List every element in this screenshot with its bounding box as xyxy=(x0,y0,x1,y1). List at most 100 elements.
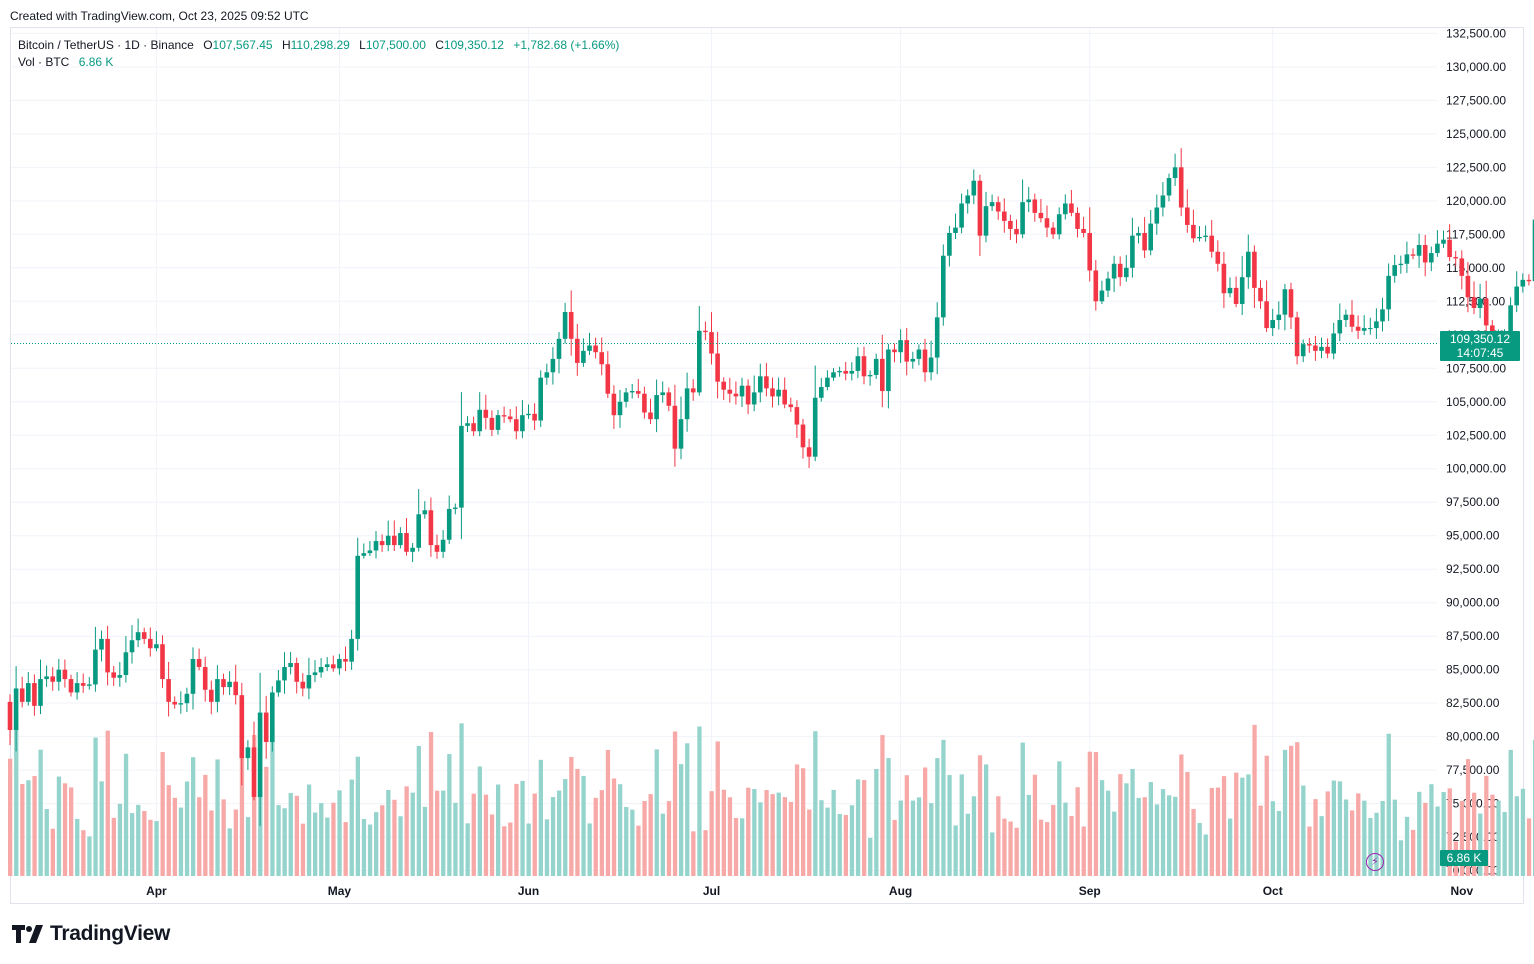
legend-volume-label[interactable]: Vol · BTC xyxy=(18,55,70,69)
volume-bar-down xyxy=(1313,799,1318,876)
lightning-icon[interactable]: ⚡ xyxy=(1366,853,1384,871)
volume-bar-up xyxy=(447,754,452,876)
candle-up xyxy=(928,357,934,373)
volume-bar-down xyxy=(331,802,336,876)
candle-up xyxy=(971,180,977,196)
candle-up xyxy=(697,330,702,393)
volume-bar-down xyxy=(1014,827,1019,876)
candle-up xyxy=(550,358,556,373)
volume-bar-up xyxy=(618,784,623,876)
candle-up xyxy=(910,358,916,362)
volume-bar-down xyxy=(709,791,714,876)
candle-up xyxy=(1514,286,1519,306)
candle-down xyxy=(1087,232,1092,271)
volume-bar-down xyxy=(50,828,55,876)
candle-down xyxy=(1093,270,1099,302)
price-axis-label: 122,500.00 xyxy=(1446,160,1506,174)
volume-bar-down xyxy=(1209,788,1214,876)
volume-bar-up xyxy=(581,775,586,876)
candle-down xyxy=(794,407,800,425)
volume-bar-up xyxy=(276,805,281,876)
volume-bar-down xyxy=(923,767,928,876)
volume-bar-down xyxy=(1356,793,1361,876)
candle-up xyxy=(227,681,232,688)
time-axis-label: Apr xyxy=(146,884,167,898)
candle-down xyxy=(1002,211,1007,221)
volume-bar-up xyxy=(441,790,446,876)
volume-bar-down xyxy=(1526,818,1532,876)
candle-down xyxy=(294,662,299,682)
candle-up xyxy=(422,510,428,515)
volume-bar-down xyxy=(81,830,86,876)
volume-bar-up xyxy=(1240,777,1245,876)
volume-bar-up xyxy=(929,803,934,876)
candle-down xyxy=(599,352,604,365)
volume-bar-down xyxy=(843,814,848,876)
candle-up xyxy=(1130,235,1135,268)
volume-bar-down xyxy=(32,776,37,876)
volume-bar-down xyxy=(746,787,751,876)
candle-down xyxy=(727,389,733,394)
volume-bar-up xyxy=(990,832,995,876)
candle-up xyxy=(544,372,550,378)
candle-up xyxy=(1368,328,1373,330)
volume-bar-up xyxy=(819,800,824,876)
candle-up xyxy=(831,372,836,378)
volume-bar-down xyxy=(1093,752,1099,876)
candle-up xyxy=(1282,289,1288,315)
candle-up xyxy=(270,692,275,743)
volume-bar-up xyxy=(453,802,458,876)
volume-bar-down xyxy=(1465,759,1471,876)
price-axis-label: 92,500.00 xyxy=(1446,562,1500,576)
candle-down xyxy=(1178,167,1184,208)
volume-bar-up xyxy=(270,725,275,876)
volume-bar-down xyxy=(502,826,507,876)
volume-bar-down xyxy=(489,814,495,876)
candle-down xyxy=(745,385,751,405)
candle-up xyxy=(1532,219,1534,282)
volume-bar-down xyxy=(532,793,537,876)
volume-bar-down xyxy=(1307,826,1312,876)
volume-bar-up xyxy=(1398,840,1404,876)
legend-symbol[interactable]: Bitcoin / TetherUS · 1D · Binance xyxy=(18,38,194,52)
candle-down xyxy=(532,413,537,421)
volume-bar-down xyxy=(1484,775,1489,876)
candle-up xyxy=(898,340,903,353)
volume-bar-up xyxy=(947,775,952,876)
candle-up xyxy=(367,550,373,554)
legend-low-label: L xyxy=(359,38,366,52)
candle-up xyxy=(87,684,92,686)
volume-bar-down xyxy=(252,734,257,876)
price-axis-label: 115,000.00 xyxy=(1446,261,1505,275)
volume-bar-up xyxy=(130,813,135,876)
volume-bar-up xyxy=(1429,784,1434,876)
volume-bar-up xyxy=(477,766,482,876)
volume-bar-down xyxy=(69,787,74,876)
volume-value-badge: 6.86 K xyxy=(1440,850,1488,866)
candle-up xyxy=(916,349,922,359)
candle-down xyxy=(1044,218,1050,228)
volume-bar-down xyxy=(1289,745,1294,876)
volume-bar-up xyxy=(1173,796,1178,876)
tradingview-logo[interactable]: TradingView xyxy=(12,922,170,946)
candle-down xyxy=(1471,297,1477,308)
candle-down xyxy=(343,658,348,662)
candle-down xyxy=(611,393,617,416)
volume-bar-up xyxy=(313,812,318,876)
candle-down xyxy=(806,447,812,457)
volume-bar-up xyxy=(587,823,592,876)
legend-change: +1,782.68 (+1.66%) xyxy=(513,38,620,52)
volume-bar-up xyxy=(898,800,903,876)
volume-bar-down xyxy=(209,810,214,876)
candle-up xyxy=(184,693,190,704)
volume-bar-down xyxy=(1185,771,1190,876)
volume-bar-up xyxy=(398,816,403,876)
candle-down xyxy=(404,533,409,552)
candle-down xyxy=(1294,317,1300,357)
candle-down xyxy=(1050,227,1056,235)
candle-down xyxy=(1325,346,1330,354)
volume-bar-up xyxy=(1197,822,1202,876)
candle-up xyxy=(129,640,135,653)
volume-bar-down xyxy=(1325,791,1330,876)
